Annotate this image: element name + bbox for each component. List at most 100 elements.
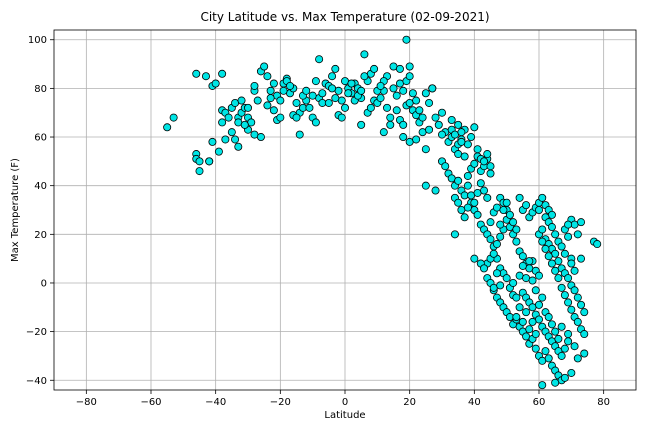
x-tick-label: 0 bbox=[342, 397, 348, 408]
data-point bbox=[434, 120, 443, 129]
data-point bbox=[486, 235, 495, 244]
data-point bbox=[218, 118, 227, 127]
data-point bbox=[240, 120, 249, 129]
data-point bbox=[331, 94, 340, 103]
x-tick-label: −60 bbox=[140, 397, 161, 408]
data-point bbox=[276, 96, 285, 105]
data-point bbox=[496, 232, 505, 241]
y-tick-label: 20 bbox=[34, 230, 47, 241]
data-point bbox=[441, 162, 450, 171]
data-point bbox=[344, 89, 353, 98]
data-point bbox=[237, 96, 246, 105]
data-point bbox=[234, 142, 243, 151]
data-point bbox=[567, 368, 576, 377]
x-tick-label: −20 bbox=[270, 397, 291, 408]
data-point bbox=[486, 169, 495, 178]
data-point bbox=[577, 254, 586, 263]
data-point bbox=[470, 254, 479, 263]
data-point bbox=[560, 344, 569, 353]
data-point bbox=[560, 291, 569, 300]
data-point bbox=[580, 330, 589, 339]
data-point bbox=[541, 244, 550, 253]
data-point bbox=[505, 210, 514, 219]
data-point bbox=[311, 77, 320, 86]
data-point bbox=[551, 266, 560, 275]
data-point bbox=[528, 276, 537, 285]
data-point bbox=[457, 128, 466, 137]
data-point bbox=[570, 342, 579, 351]
data-point bbox=[538, 225, 547, 234]
data-point bbox=[570, 266, 579, 275]
data-point bbox=[489, 249, 498, 258]
data-point bbox=[201, 72, 210, 81]
data-point bbox=[509, 278, 518, 287]
data-point bbox=[383, 103, 392, 112]
data-point bbox=[515, 303, 524, 312]
grid bbox=[54, 30, 636, 390]
data-point bbox=[224, 113, 233, 122]
data-point bbox=[279, 86, 288, 95]
data-point bbox=[560, 249, 569, 258]
data-point bbox=[437, 108, 446, 117]
data-point bbox=[243, 103, 252, 112]
data-point bbox=[515, 193, 524, 202]
data-point bbox=[421, 89, 430, 98]
data-point bbox=[463, 171, 472, 180]
data-point bbox=[560, 373, 569, 382]
data-point bbox=[547, 259, 556, 268]
data-point bbox=[486, 162, 495, 171]
data-point bbox=[470, 123, 479, 132]
data-point bbox=[218, 69, 227, 78]
data-point bbox=[437, 130, 446, 139]
data-point bbox=[347, 79, 356, 88]
data-point bbox=[328, 72, 337, 81]
data-point bbox=[557, 351, 566, 360]
data-point bbox=[450, 230, 459, 239]
y-tick-label: −20 bbox=[26, 327, 47, 338]
data-point bbox=[518, 317, 527, 326]
data-point bbox=[541, 347, 550, 356]
data-point bbox=[447, 116, 456, 125]
data-point bbox=[425, 125, 434, 134]
data-point bbox=[473, 145, 482, 154]
y-tick-label: −40 bbox=[26, 376, 47, 387]
data-point bbox=[551, 230, 560, 239]
data-point bbox=[593, 240, 602, 249]
data-point bbox=[496, 281, 505, 290]
data-point bbox=[476, 179, 485, 188]
data-point bbox=[163, 123, 172, 132]
data-point bbox=[564, 274, 573, 283]
data-point bbox=[483, 150, 492, 159]
data-point bbox=[564, 337, 573, 346]
data-point bbox=[211, 79, 220, 88]
data-point bbox=[253, 96, 262, 105]
data-point bbox=[399, 120, 408, 129]
data-point bbox=[480, 157, 489, 166]
data-points bbox=[163, 35, 602, 390]
x-tick-label: −40 bbox=[205, 397, 226, 408]
data-point bbox=[360, 72, 369, 81]
data-point bbox=[577, 300, 586, 309]
y-tick-label: 40 bbox=[34, 181, 47, 192]
data-point bbox=[195, 167, 204, 176]
data-point bbox=[263, 101, 272, 110]
data-point bbox=[415, 106, 424, 115]
data-point bbox=[192, 69, 201, 78]
data-point bbox=[470, 159, 479, 168]
data-point bbox=[538, 381, 547, 390]
data-point bbox=[395, 64, 404, 73]
x-tick-label: 20 bbox=[403, 397, 416, 408]
data-point bbox=[544, 354, 553, 363]
data-point bbox=[538, 237, 547, 246]
data-point bbox=[460, 213, 469, 222]
data-point bbox=[460, 152, 469, 161]
x-tick-label: −80 bbox=[76, 397, 97, 408]
data-point bbox=[428, 84, 437, 93]
data-point bbox=[564, 298, 573, 307]
data-point bbox=[405, 72, 414, 81]
data-point bbox=[567, 259, 576, 268]
data-point bbox=[467, 133, 476, 142]
data-point bbox=[492, 269, 501, 278]
data-point bbox=[337, 113, 346, 122]
data-point bbox=[538, 193, 547, 202]
